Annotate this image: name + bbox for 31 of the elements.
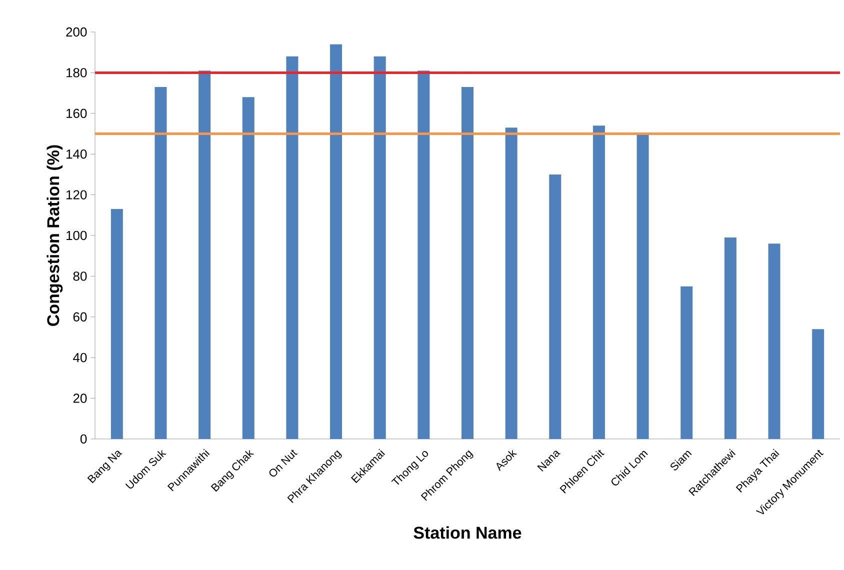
bar <box>198 70 211 439</box>
bar <box>724 238 736 439</box>
bar <box>768 244 780 439</box>
y-tick-label: 100 <box>66 230 87 240</box>
y-tick-label: 0 <box>80 434 87 444</box>
bar <box>505 128 518 439</box>
y-tick-label: 160 <box>66 108 87 118</box>
x-axis-title: Station Name <box>414 526 522 539</box>
bar <box>154 86 167 439</box>
y-tick-label: 40 <box>73 352 87 362</box>
bar <box>549 174 562 439</box>
bar <box>462 86 474 439</box>
bar <box>680 286 693 439</box>
y-tick-label: 140 <box>66 149 87 159</box>
y-tick-label: 80 <box>73 272 87 281</box>
y-tick-label: 60 <box>73 312 87 322</box>
bar <box>636 134 649 439</box>
y-tick-label: 180 <box>66 68 87 78</box>
bar <box>418 70 430 439</box>
y-tick-label: 20 <box>73 394 87 403</box>
bar <box>110 209 123 439</box>
bar <box>330 44 342 439</box>
bar <box>592 126 605 439</box>
y-tick-label: 120 <box>66 190 87 200</box>
y-axis-title: Congestion Ration (%) <box>46 145 63 326</box>
bar <box>242 97 254 439</box>
x-tick-label: On Nut <box>269 450 298 477</box>
bar <box>812 329 824 439</box>
y-tick-label: 200 <box>66 27 87 37</box>
bar <box>286 56 298 439</box>
bar <box>374 56 386 439</box>
